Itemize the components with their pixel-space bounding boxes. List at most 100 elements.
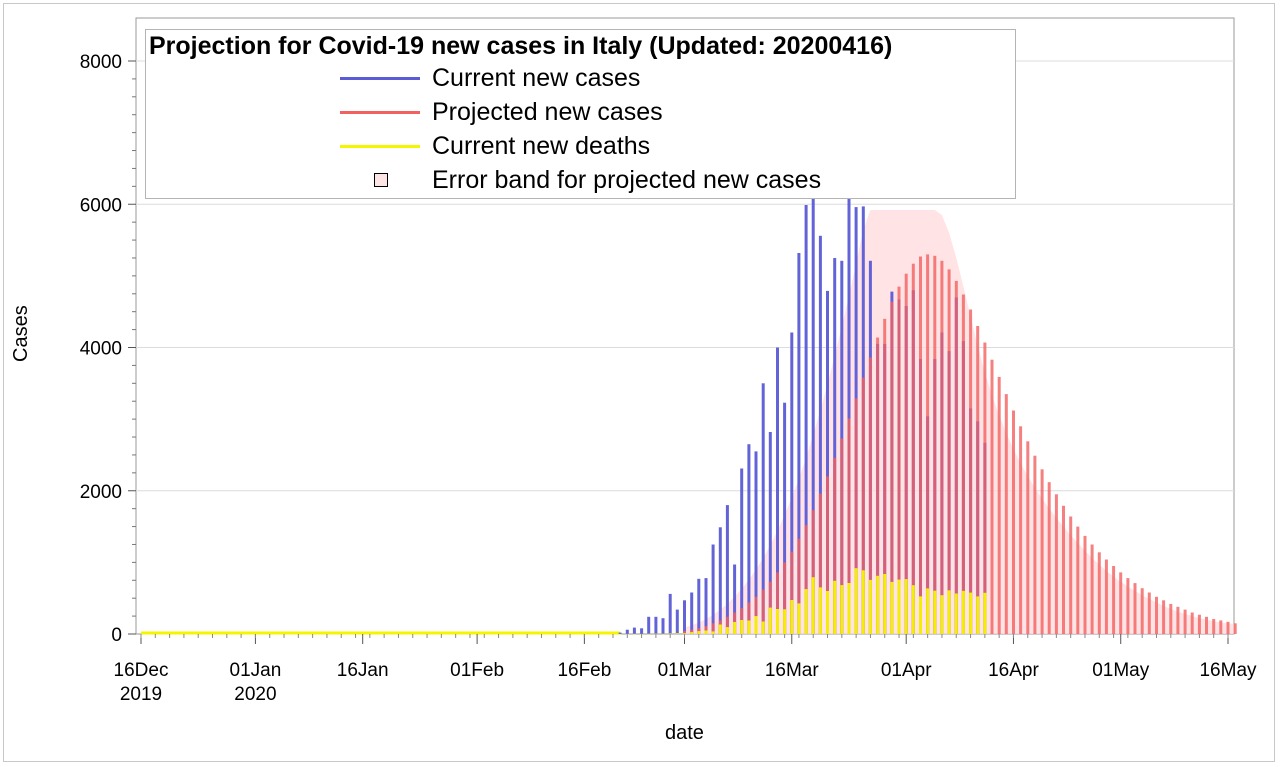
current-cases-bar bbox=[733, 564, 737, 634]
projected-cases-bar bbox=[1197, 614, 1201, 634]
current-deaths-bar bbox=[661, 633, 665, 635]
current-deaths-bar bbox=[983, 592, 987, 634]
current-deaths-bar bbox=[919, 596, 922, 634]
projected-cases-bar bbox=[1147, 592, 1151, 634]
current-cases-bar bbox=[826, 290, 829, 634]
projected-cases-bar bbox=[847, 418, 851, 634]
x-tick-sublabel: 2019 bbox=[120, 684, 162, 705]
projected-cases-bar bbox=[761, 589, 765, 634]
legend-label: Projected new cases bbox=[432, 98, 663, 126]
current-cases-bar bbox=[740, 468, 744, 634]
current-deaths-bar bbox=[947, 590, 951, 634]
current-deaths-bar bbox=[926, 588, 930, 634]
projected-cases-bar bbox=[976, 326, 980, 634]
projected-cases-bar bbox=[1212, 619, 1216, 634]
current-cases-bar bbox=[761, 383, 765, 634]
current-deaths-bar bbox=[933, 590, 937, 634]
x-tick-label: 16May bbox=[1199, 660, 1257, 681]
current-deaths-bar bbox=[790, 600, 794, 634]
current-cases-bar bbox=[833, 258, 837, 634]
current-cases-bar bbox=[847, 193, 851, 634]
projected-cases-bar bbox=[1104, 559, 1108, 634]
x-tick-label: 01Apr bbox=[881, 660, 932, 681]
current-deaths-bar bbox=[876, 575, 880, 634]
projected-cases-bar bbox=[1169, 603, 1173, 634]
y-tick-label: 0 bbox=[111, 625, 122, 646]
x-tick-label: 16Jan bbox=[337, 660, 389, 681]
current-cases-bar bbox=[675, 609, 679, 634]
projected-cases-bar bbox=[1076, 526, 1080, 634]
projected-cases-bar bbox=[1140, 588, 1144, 634]
current-deaths-bar bbox=[911, 585, 915, 634]
current-cases-bar bbox=[711, 544, 715, 634]
current-deaths-bar bbox=[740, 620, 744, 634]
projected-cases-bar bbox=[890, 301, 894, 634]
projected-cases-bar bbox=[1176, 606, 1180, 634]
projected-cases-bar bbox=[919, 256, 922, 634]
y-tick-label: 6000 bbox=[80, 195, 122, 216]
projected-cases-bar bbox=[1190, 612, 1194, 634]
projected-cases-bar bbox=[840, 438, 844, 634]
projected-cases-bar bbox=[876, 337, 880, 634]
projected-cases-bar bbox=[811, 510, 815, 634]
x-tick-label: 16Dec bbox=[114, 660, 169, 681]
projected-cases-bar bbox=[1183, 609, 1187, 634]
x-tick-sublabel: 2020 bbox=[234, 684, 276, 705]
current-cases-bar bbox=[661, 618, 665, 634]
projected-cases-bar bbox=[1047, 482, 1051, 634]
current-deaths-bar bbox=[654, 633, 658, 635]
current-deaths-bar bbox=[776, 609, 779, 634]
y-tick-label: 8000 bbox=[80, 52, 122, 73]
current-deaths-bar bbox=[818, 587, 822, 634]
projected-cases-bar bbox=[711, 623, 715, 634]
projected-cases-bar bbox=[818, 493, 822, 634]
current-cases-bar bbox=[668, 593, 672, 634]
x-axis-label: date bbox=[665, 722, 704, 744]
current-cases-bar bbox=[811, 164, 815, 634]
current-cases-bar bbox=[690, 592, 694, 634]
legend-line-current-new-cases bbox=[340, 77, 420, 80]
projected-cases-bar bbox=[1040, 469, 1044, 634]
current-deaths-bar bbox=[890, 581, 894, 634]
current-cases-bar bbox=[697, 578, 701, 634]
projected-cases-bar bbox=[940, 260, 944, 634]
projected-cases-bar bbox=[1219, 620, 1223, 634]
current-deaths-bar bbox=[904, 579, 908, 634]
projected-cases-bar bbox=[933, 255, 937, 635]
current-cases-bar bbox=[818, 235, 822, 635]
current-deaths-bar bbox=[961, 590, 965, 634]
projected-cases-bar bbox=[990, 359, 994, 634]
current-deaths-bar bbox=[675, 633, 679, 634]
projected-cases-bar bbox=[897, 286, 901, 634]
projected-cases-bar bbox=[1012, 410, 1015, 634]
projected-cases-bar bbox=[926, 254, 930, 634]
current-cases-bar bbox=[776, 347, 779, 634]
current-deaths-bar bbox=[854, 568, 858, 634]
x-tick-label: 01May bbox=[1092, 660, 1150, 681]
legend-box bbox=[145, 29, 1016, 199]
x-tick-label: 01Feb bbox=[450, 660, 504, 681]
projected-cases-bar bbox=[1126, 578, 1130, 634]
current-cases-bar bbox=[640, 628, 644, 634]
projected-cases-bar bbox=[1083, 535, 1087, 634]
current-deaths-bar bbox=[969, 592, 973, 634]
current-deaths-bar bbox=[725, 627, 729, 634]
current-deaths-bar bbox=[833, 580, 837, 634]
y-tick-label: 4000 bbox=[80, 339, 122, 360]
legend-swatch-error-band bbox=[374, 173, 388, 187]
projected-cases-bar bbox=[1054, 494, 1058, 634]
projected-cases-bar bbox=[690, 629, 694, 634]
y-tick-label: 2000 bbox=[80, 482, 122, 503]
projected-cases-bar bbox=[854, 398, 858, 634]
projected-cases-bar bbox=[1069, 516, 1073, 634]
current-cases-bar bbox=[783, 402, 787, 634]
projected-cases-bar bbox=[883, 318, 887, 634]
projected-cases-bar bbox=[997, 376, 1001, 634]
projected-cases-bar bbox=[683, 631, 686, 634]
projected-cases-bar bbox=[1226, 621, 1230, 634]
current-deaths-bar bbox=[847, 583, 851, 634]
projected-cases-bar bbox=[747, 602, 751, 634]
current-cases-bar bbox=[790, 332, 794, 634]
projected-cases-bar bbox=[969, 309, 973, 634]
projected-cases-bar bbox=[911, 263, 915, 634]
